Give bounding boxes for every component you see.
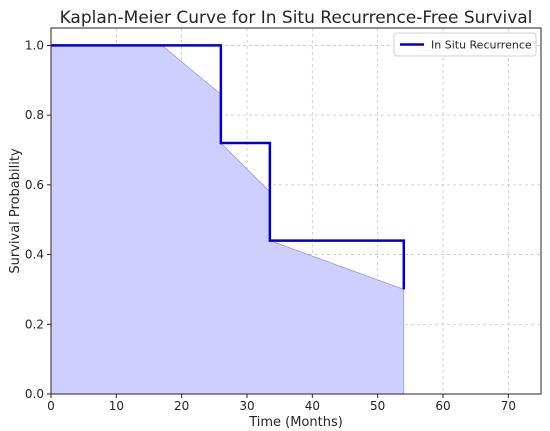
x-tick-label: 0 <box>47 399 55 413</box>
legend: In Situ Recurrence <box>393 32 537 57</box>
y-tick-label: 0.8 <box>25 108 44 122</box>
y-tick-label: 1.0 <box>25 38 44 52</box>
legend-box <box>393 32 537 57</box>
y-axis-label: Survival Probability <box>8 148 23 274</box>
x-axis-label: Time (Months) <box>248 415 343 430</box>
y-tick-label: 0.2 <box>25 317 44 331</box>
y-tick-label: 0.0 <box>25 387 44 401</box>
x-tick-label: 30 <box>239 399 254 413</box>
x-tick-label: 70 <box>501 399 516 413</box>
survival-step-line <box>51 44 406 290</box>
x-tick-label: 20 <box>174 399 189 413</box>
x-tick-label: 50 <box>370 399 385 413</box>
chart-title: Kaplan-Meier Curve for In Situ Recurrenc… <box>60 8 533 28</box>
y-tick-label: 0.4 <box>25 248 44 262</box>
legend-label: In Situ Recurrence <box>431 39 532 52</box>
x-tick-label: 60 <box>435 399 450 413</box>
x-axis-ticks: 0 10 20 30 40 50 60 70 <box>47 394 516 413</box>
x-tick-label: 10 <box>109 399 124 413</box>
y-axis-ticks: 0.0 0.2 0.4 0.6 0.8 1.0 <box>25 38 51 401</box>
x-tick-label: 40 <box>305 399 320 413</box>
confidence-band <box>50 45 405 395</box>
plot-frame <box>50 27 542 395</box>
confidence-band-layer <box>50 45 405 395</box>
series-line-layer <box>51 44 406 290</box>
y-tick-label: 0.6 <box>25 178 44 192</box>
